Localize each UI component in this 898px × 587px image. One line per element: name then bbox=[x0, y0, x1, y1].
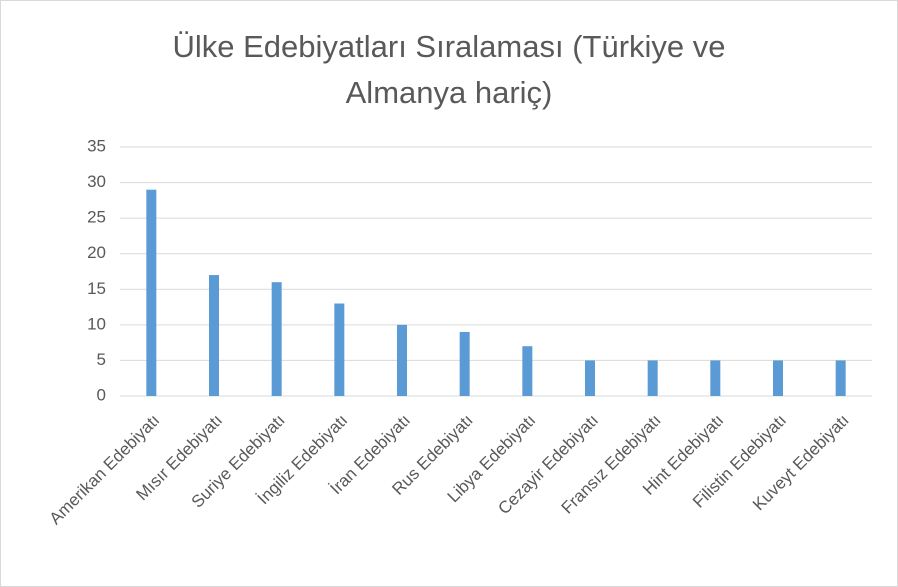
bar bbox=[146, 189, 157, 396]
bar bbox=[710, 360, 721, 396]
y-tick-label: 0 bbox=[97, 385, 106, 404]
y-tick-label: 35 bbox=[87, 136, 106, 155]
bar bbox=[647, 360, 658, 396]
bar bbox=[334, 303, 345, 396]
chart-title: Ülke Edebiyatları Sıralaması (Türkiye ve… bbox=[172, 29, 726, 110]
y-tick-label: 15 bbox=[87, 279, 106, 298]
bar bbox=[459, 331, 470, 396]
bar bbox=[585, 360, 595, 396]
bar bbox=[397, 324, 407, 396]
y-tick-label: 5 bbox=[97, 350, 106, 369]
y-tick-label: 20 bbox=[87, 243, 106, 262]
bar bbox=[271, 282, 282, 396]
y-tick-label: 10 bbox=[87, 314, 106, 333]
bar bbox=[209, 275, 219, 396]
bar bbox=[522, 346, 533, 396]
bar bbox=[773, 360, 783, 396]
bar bbox=[835, 360, 846, 396]
y-tick-label: 30 bbox=[87, 172, 106, 191]
y-tick-label: 25 bbox=[87, 208, 106, 227]
